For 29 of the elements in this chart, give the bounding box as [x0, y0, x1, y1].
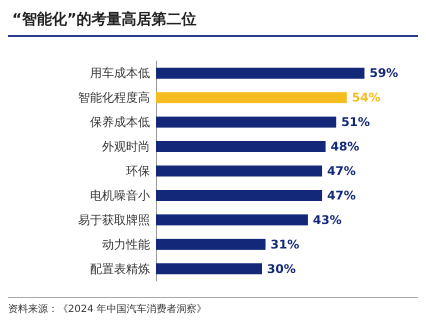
data-label: 31%	[270, 237, 300, 252]
bar	[156, 68, 364, 79]
y-tick-label: 配置表精炼	[90, 262, 150, 276]
data-label: 59%	[369, 66, 398, 80]
text: 资料来源：《2024 年中国汽车消费者洞察》	[8, 302, 208, 316]
y-tick-label: 外观时尚	[102, 140, 150, 154]
bar	[156, 116, 336, 128]
chart-title: “智能化”的考量高居第二位	[8, 8, 418, 37]
bar	[156, 263, 262, 274]
y-tick-label: 环保	[126, 164, 150, 178]
data-label: 30%	[267, 262, 296, 276]
data-label: 47%	[327, 164, 356, 178]
bar	[156, 141, 326, 152]
data-label: 51%	[341, 115, 370, 130]
y-tick-label: 保养成本低	[90, 115, 150, 130]
data-label: 48%	[330, 140, 360, 154]
data-label: 43%	[312, 212, 342, 227]
y-tick-label: 用车成本低	[90, 66, 150, 80]
y-tick-label: 易于获取牌照	[78, 212, 150, 227]
bar	[156, 92, 347, 104]
y-tick-label: 动力性能	[102, 237, 150, 252]
bar	[156, 190, 322, 201]
data-label: 47%	[327, 188, 356, 202]
data-label: 54%	[352, 90, 381, 105]
bar	[156, 214, 308, 226]
y-tick-label: 智能化程度高	[78, 90, 150, 105]
bar	[156, 238, 266, 250]
y-tick-label: 电机噪音小	[90, 188, 150, 202]
bar	[156, 166, 322, 176]
